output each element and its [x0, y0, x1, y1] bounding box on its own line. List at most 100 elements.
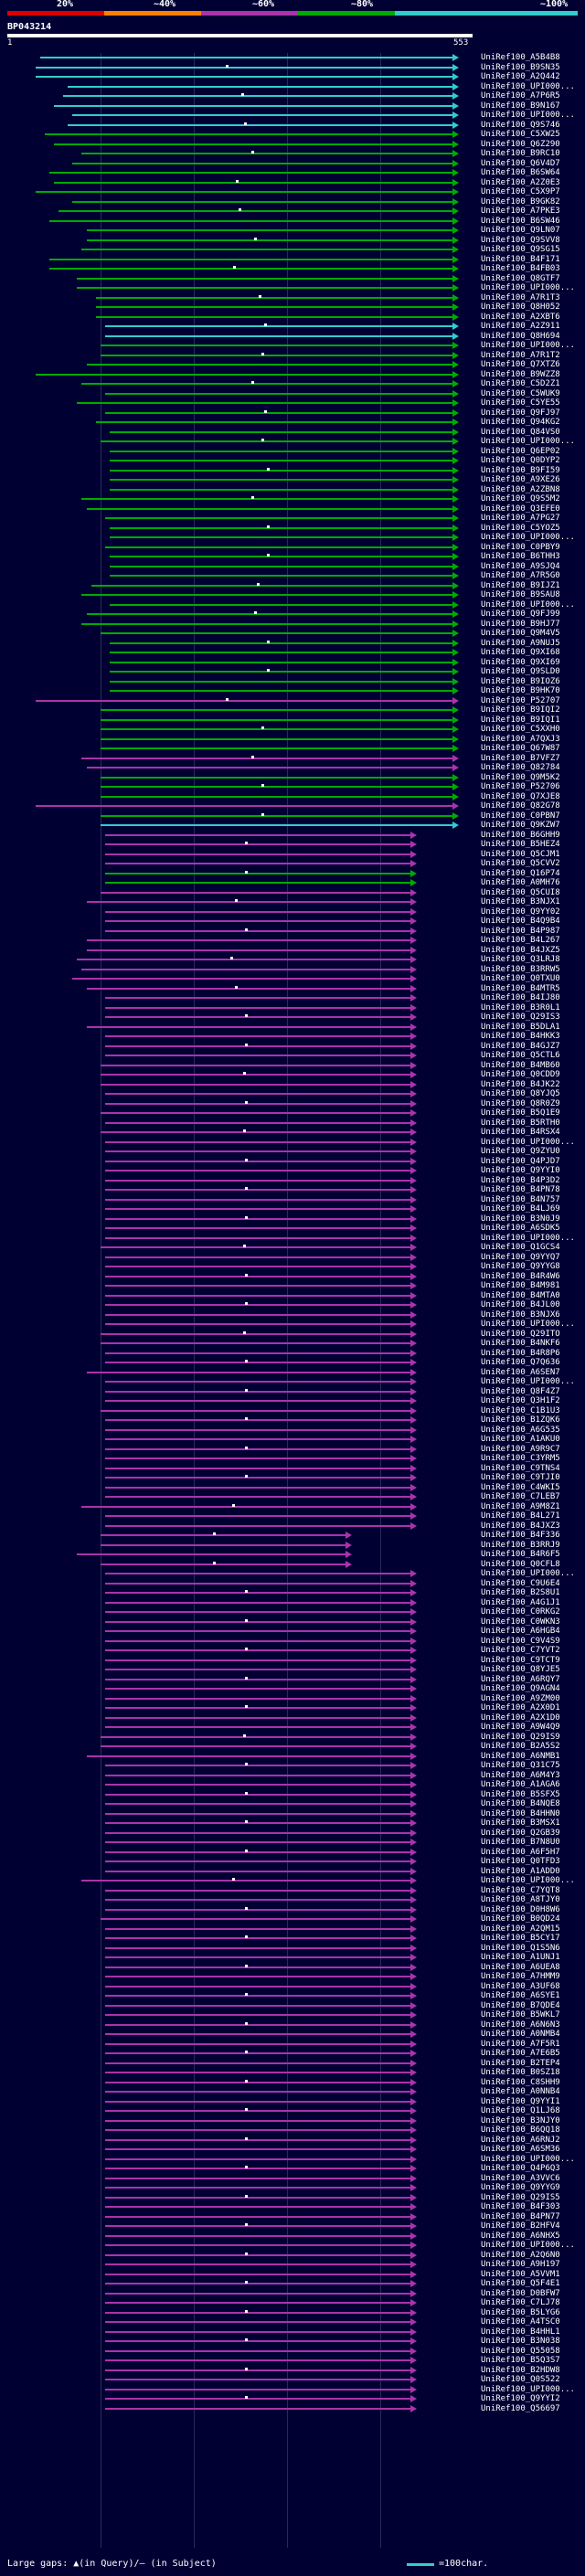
hit-label[interactable]: UniRef100_Q29ITO: [481, 1330, 560, 1339]
hit-label[interactable]: UniRef100_A6N6N3: [481, 2020, 560, 2030]
hit-row[interactable]: UniRef100_Q29ITO: [0, 1330, 585, 1339]
hit-row[interactable]: UniRef100_B3RRJ9: [0, 1541, 585, 1550]
hit-row[interactable]: UniRef100_B4JL00: [0, 1300, 585, 1309]
hit-row[interactable]: UniRef100_A3UF68: [0, 1982, 585, 1991]
hit-label[interactable]: UniRef100_B2HDW8: [481, 2366, 560, 2375]
hit-label[interactable]: UniRef100_Q5CVV2: [481, 859, 560, 868]
hit-row[interactable]: UniRef100_A5B4B8: [0, 53, 585, 62]
hit-row[interactable]: UniRef100_B4L271: [0, 1511, 585, 1521]
hit-row[interactable]: UniRef100_B4R6F5: [0, 1550, 585, 1559]
hit-label[interactable]: UniRef100_Q29IS3: [481, 1012, 560, 1022]
hit-label[interactable]: UniRef100_Q5CUI8: [481, 888, 560, 897]
hit-label[interactable]: UniRef100_B3NJX6: [481, 1310, 560, 1320]
hit-label[interactable]: UniRef100_B5Q1E9: [481, 1108, 560, 1118]
hit-label[interactable]: UniRef100_UPI000...: [481, 1377, 575, 1386]
hit-label[interactable]: UniRef100_B4HKK3: [481, 1032, 560, 1041]
hit-label[interactable]: UniRef100_A9XE26: [481, 475, 560, 484]
hit-row[interactable]: UniRef100_Q9KZW7: [0, 821, 585, 830]
hit-label[interactable]: UniRef100_C7YVT2: [481, 1646, 560, 1655]
hit-row[interactable]: UniRef100_Q9AGN4: [0, 1684, 585, 1693]
hit-row[interactable]: UniRef100_B6SW64: [0, 168, 585, 177]
hit-label[interactable]: UniRef100_Q9XI69: [481, 658, 560, 667]
hit-label[interactable]: UniRef100_A7R1T3: [481, 293, 560, 302]
hit-label[interactable]: UniRef100_B4L267: [481, 936, 560, 945]
hit-label[interactable]: UniRef100_B4JXZ5: [481, 946, 560, 955]
hit-row[interactable]: UniRef100_A6F5H7: [0, 1848, 585, 1857]
hit-row[interactable]: UniRef100_B9RC10: [0, 149, 585, 158]
hit-label[interactable]: UniRef100_Q82784: [481, 763, 560, 772]
hit-row[interactable]: UniRef100_B4NKF6: [0, 1339, 585, 1348]
hit-label[interactable]: UniRef100_B6GHH9: [481, 831, 560, 840]
hit-label[interactable]: UniRef100_A2Q6N0: [481, 2251, 560, 2260]
hit-row[interactable]: UniRef100_A9R9C7: [0, 1445, 585, 1454]
hit-row[interactable]: UniRef100_A6UEA8: [0, 1963, 585, 1972]
hit-row[interactable]: UniRef100_B9WZZ8: [0, 370, 585, 379]
hit-row[interactable]: UniRef100_Q8R0Z9: [0, 1099, 585, 1108]
hit-label[interactable]: UniRef100_Q8R0Z9: [481, 1099, 560, 1108]
hit-label[interactable]: UniRef100_A6G535: [481, 1426, 560, 1435]
hit-row[interactable]: UniRef100_C0RKG2: [0, 1607, 585, 1617]
hit-label[interactable]: UniRef100_B9FI59: [481, 466, 560, 475]
hit-row[interactable]: UniRef100_B4HHN0: [0, 1809, 585, 1818]
hit-label[interactable]: UniRef100_B9IOZ6: [481, 677, 560, 686]
hit-row[interactable]: UniRef100_B9IQI1: [0, 716, 585, 725]
hit-row[interactable]: UniRef100_A6SM36: [0, 2145, 585, 2154]
hit-row[interactable]: UniRef100_B4M981: [0, 1281, 585, 1290]
hit-row[interactable]: UniRef100_C7LEB7: [0, 1492, 585, 1501]
hit-label[interactable]: UniRef100_Q9YYI0: [481, 1166, 560, 1175]
hit-row[interactable]: UniRef100_C5WUK9: [0, 389, 585, 398]
hit-label[interactable]: UniRef100_B4HHL1: [481, 2327, 560, 2337]
hit-row[interactable]: UniRef100_B0QD24: [0, 1914, 585, 1924]
hit-label[interactable]: UniRef100_Q9SVV8: [481, 236, 560, 245]
hit-row[interactable]: UniRef100_A9XE26: [0, 475, 585, 484]
hit-row[interactable]: UniRef100_D0H8W6: [0, 1905, 585, 1914]
hit-label[interactable]: UniRef100_A5VVM1: [481, 2270, 560, 2279]
hit-row[interactable]: UniRef100_B4L267: [0, 936, 585, 945]
hit-label[interactable]: UniRef100_C8SHH9: [481, 2078, 560, 2087]
hit-row[interactable]: UniRef100_Q9SLD0: [0, 667, 585, 676]
hit-label[interactable]: UniRef100_B4JL00: [481, 1300, 560, 1309]
hit-row[interactable]: UniRef100_Q9SG15: [0, 245, 585, 254]
hit-label[interactable]: UniRef100_Q5CTL6: [481, 1051, 560, 1060]
hit-row[interactable]: UniRef100_A7R5G0: [0, 571, 585, 580]
hit-row[interactable]: UniRef100_A1AGA6: [0, 1780, 585, 1789]
hit-label[interactable]: UniRef100_Q9ZYU0: [481, 1147, 560, 1156]
hit-label[interactable]: UniRef100_C9TNS4: [481, 1464, 560, 1473]
hit-row[interactable]: UniRef100_Q5CJM1: [0, 850, 585, 859]
hit-label[interactable]: UniRef100_Q0CFL8: [481, 1560, 560, 1569]
hit-label[interactable]: UniRef100_UPI000...: [481, 82, 575, 91]
hit-row[interactable]: UniRef100_A7PG27: [0, 514, 585, 523]
hit-row[interactable]: UniRef100_B4MTA0: [0, 1291, 585, 1300]
hit-row[interactable]: UniRef100_UPI000...: [0, 283, 585, 292]
hit-row[interactable]: UniRef100_B4FB03: [0, 264, 585, 273]
hit-row[interactable]: UniRef100_UPI000...: [0, 600, 585, 610]
hit-row[interactable]: UniRef100_A0NNB4: [0, 2087, 585, 2096]
hit-row[interactable]: UniRef100_B4F303: [0, 2202, 585, 2211]
hit-row[interactable]: UniRef100_C5YE55: [0, 398, 585, 408]
hit-label[interactable]: UniRef100_A2Z911: [481, 322, 560, 331]
hit-label[interactable]: UniRef100_Q82G78: [481, 801, 560, 811]
hit-label[interactable]: UniRef100_C7LJ78: [481, 2298, 560, 2307]
hit-row[interactable]: UniRef100_B4P3D2: [0, 1176, 585, 1185]
hit-label[interactable]: UniRef100_A6F5H7: [481, 1848, 560, 1857]
hit-row[interactable]: UniRef100_C8SHH9: [0, 2078, 585, 2087]
hit-label[interactable]: UniRef100_B0QD24: [481, 1914, 560, 1924]
hit-row[interactable]: UniRef100_B9SAU8: [0, 590, 585, 599]
hit-label[interactable]: UniRef100_C9V4S9: [481, 1637, 560, 1646]
hit-label[interactable]: UniRef100_UPI000...: [481, 1569, 575, 1578]
hit-row[interactable]: UniRef100_B9FI59: [0, 466, 585, 475]
hit-label[interactable]: UniRef100_A6HGB4: [481, 1627, 560, 1636]
hit-row[interactable]: UniRef100_Q9YYI2: [0, 2394, 585, 2403]
hit-row[interactable]: UniRef100_Q8H694: [0, 332, 585, 341]
hit-label[interactable]: UniRef100_Q67W87: [481, 744, 560, 753]
hit-label[interactable]: UniRef100_B7VFZ7: [481, 754, 560, 763]
hit-row[interactable]: UniRef100_A6SYE1: [0, 1991, 585, 2000]
hit-row[interactable]: UniRef100_A2ZBN8: [0, 485, 585, 494]
hit-label[interactable]: UniRef100_UPI000...: [481, 2155, 575, 2164]
hit-label[interactable]: UniRef100_C9U6E4: [481, 1579, 560, 1588]
hit-row[interactable]: UniRef100_B5Q1E9: [0, 1108, 585, 1118]
hit-label[interactable]: UniRef100_A0NNB4: [481, 2087, 560, 2096]
hit-label[interactable]: UniRef100_Q3H1F2: [481, 1396, 560, 1405]
hit-label[interactable]: UniRef100_B4RSX4: [481, 1128, 560, 1137]
hit-label[interactable]: UniRef100_Q56697: [481, 2404, 560, 2413]
